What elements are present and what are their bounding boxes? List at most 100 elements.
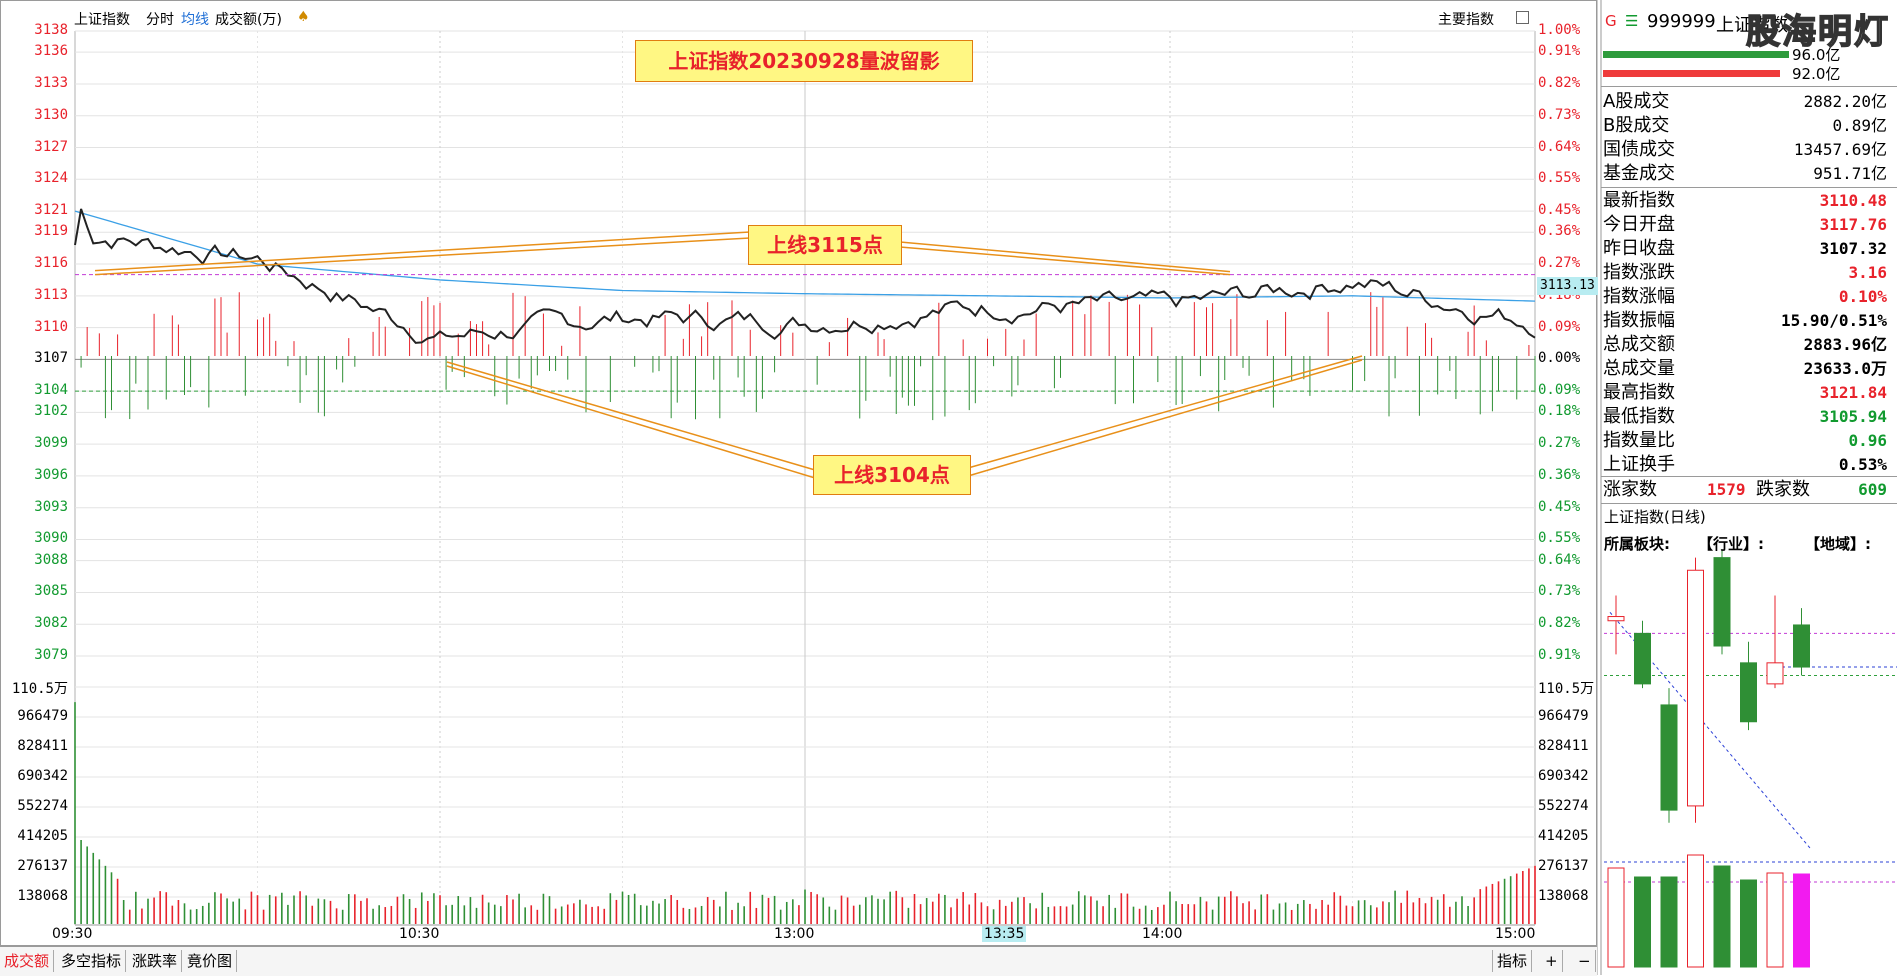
tab-turnover[interactable]: 成交额 <box>0 950 55 972</box>
kline-volume-bar <box>1660 876 1678 968</box>
volume-tick-label: 138068 <box>17 888 68 904</box>
index-title: 上证指数 <box>74 12 130 28</box>
kline-candle-up <box>1766 662 1784 685</box>
stat-row: 最高指数 3121.84 <box>1601 381 1889 405</box>
zoom-out-button[interactable]: − <box>1574 950 1596 972</box>
pct-tick-label: 0.27% <box>1538 255 1581 272</box>
volume-tick-label-right: 276137 <box>1538 858 1589 874</box>
turnover-label: 国债成交 <box>1603 139 1675 160</box>
price-tick-label: 3113 <box>34 286 68 303</box>
pct-tick-label: 0.64% <box>1538 551 1581 568</box>
turnover-label: A股成交 <box>1603 91 1670 112</box>
stat-row: 上证换手 0.53% <box>1601 453 1889 477</box>
menu-icon[interactable]: ☰ <box>1625 12 1639 30</box>
upper-line-callout: 上线3115点 <box>748 225 902 265</box>
volume-tick-label: 552274 <box>17 798 68 814</box>
turnover-row: B股成交 0.89亿 <box>1601 114 1889 138</box>
pct-tick-label: 0.55% <box>1538 170 1581 187</box>
price-tick-label: 3082 <box>34 615 68 632</box>
tab-adv-decl-ratio[interactable]: 涨跌率 <box>128 950 183 972</box>
up-count: 1579 <box>1707 480 1746 499</box>
tab-auction[interactable]: 竟价图 <box>183 950 238 972</box>
tab-long-short[interactable]: 多空指标 <box>57 950 127 972</box>
turnover-label: B股成交 <box>1603 115 1670 136</box>
stat-value: 2883.96亿 <box>1803 335 1887 354</box>
indicator-button[interactable]: 指标 <box>1492 950 1533 972</box>
price-tick-label: 3136 <box>34 43 68 60</box>
kline-candle-down <box>1793 624 1810 668</box>
price-line <box>74 208 1536 344</box>
pct-tick-label: 0.00% <box>1538 350 1581 367</box>
panel-toggle-icon[interactable] <box>1516 11 1529 24</box>
price-tick-label: 3138 <box>34 22 68 38</box>
stat-label: 上证换手 <box>1603 454 1675 475</box>
price-tick-label: 3096 <box>34 466 68 483</box>
g-icon[interactable]: G <box>1605 12 1617 30</box>
kline-volume-bar <box>1793 873 1810 968</box>
stat-row: 指数量比 0.96 <box>1601 429 1889 453</box>
volume-tick-label: 414205 <box>17 828 68 844</box>
kline-volume-bar <box>1634 876 1651 968</box>
price-tick-label: 3093 <box>34 498 68 515</box>
stat-label: 昨日收盘 <box>1603 238 1675 259</box>
time-tick-label: 10:30 <box>399 926 440 942</box>
pct-tick-label: 0.82% <box>1538 615 1581 632</box>
price-tick-label: 3110 <box>34 318 68 335</box>
volume-tick-label: 690342 <box>17 768 68 784</box>
stat-value: 3105.94 <box>1819 407 1887 426</box>
upper-callout-pointer <box>94 237 751 276</box>
volume-tick-label-right: 110.5万 <box>1538 681 1595 697</box>
sell-volume-bar <box>1603 70 1780 77</box>
tab-fenshi[interactable]: 分时 <box>146 12 174 28</box>
stat-row: 总成交量 23633.0万 <box>1601 357 1889 381</box>
tab-junxian[interactable]: 均线 <box>181 12 209 28</box>
bar-bottom-value: 92.0亿 <box>1792 65 1841 83</box>
time-tick-label: 13:35 <box>982 926 1027 942</box>
pct-tick-label: 0.36% <box>1538 223 1581 240</box>
upper-callout-pointer <box>899 241 1231 273</box>
daily-chart-title: 上证指数(日线) <box>1604 508 1706 526</box>
turnover-label: 基金成交 <box>1603 163 1675 184</box>
price-tick-label: 3107 <box>34 350 68 367</box>
pct-tick-label: 0.18% <box>1538 403 1581 420</box>
price-tick-label: 3088 <box>34 551 68 568</box>
pct-tick-label: 1.00% <box>1538 22 1581 38</box>
pct-tick-label: 0.36% <box>1538 466 1581 483</box>
stat-label: 最低指数 <box>1603 406 1675 427</box>
stat-row: 最低指数 3105.94 <box>1601 405 1889 429</box>
stat-value: 0.10% <box>1838 287 1887 306</box>
stat-label: 今日开盘 <box>1603 214 1675 235</box>
stat-value: 15.90/0.51% <box>1781 311 1887 330</box>
price-tick-label: 3079 <box>34 647 68 663</box>
tab-volume[interactable]: 成交额(万) <box>215 12 282 28</box>
lower-callout-pointer <box>446 365 816 479</box>
zoom-in-button[interactable]: + <box>1541 950 1563 972</box>
stat-label: 指数量比 <box>1603 430 1675 451</box>
stat-label: 最高指数 <box>1603 382 1675 403</box>
divider <box>1601 86 1897 87</box>
chart-title-callout: 上证指数20230928量波留影 <box>635 40 973 82</box>
region-label: 【地域】: <box>1805 535 1871 553</box>
volume-tick-label-right: 138068 <box>1538 888 1589 904</box>
turnover-value: 2882.20亿 <box>1803 92 1887 111</box>
pct-tick-label: 0.55% <box>1538 530 1581 547</box>
divider <box>1601 476 1897 477</box>
pct-tick-label: 0.91% <box>1538 43 1581 60</box>
price-tick-label: 3130 <box>34 106 68 123</box>
main-index-button[interactable]: 主要指数 <box>1438 12 1494 28</box>
volume-tick-label: 276137 <box>17 858 68 874</box>
industry-label: 【行业】: <box>1698 535 1764 553</box>
volume-tick-label-right: 690342 <box>1538 768 1589 784</box>
price-tick-label: 3121 <box>34 202 68 219</box>
bell-icon[interactable]: ♠ <box>297 9 310 25</box>
stat-value: 3121.84 <box>1819 383 1887 402</box>
price-tick-label: 3090 <box>34 530 68 547</box>
lower-callout-pointer <box>967 355 1363 469</box>
quote-header: G ☰ 999999 上证指数 股海明灯 <box>1601 6 1891 53</box>
turnover-value: 951.71亿 <box>1813 164 1887 183</box>
price-tick-label: 3124 <box>34 170 68 187</box>
time-tick-label: 13:00 <box>774 926 815 942</box>
pct-tick-label: 0.73% <box>1538 106 1581 123</box>
kline-volume-bar <box>1687 854 1704 968</box>
